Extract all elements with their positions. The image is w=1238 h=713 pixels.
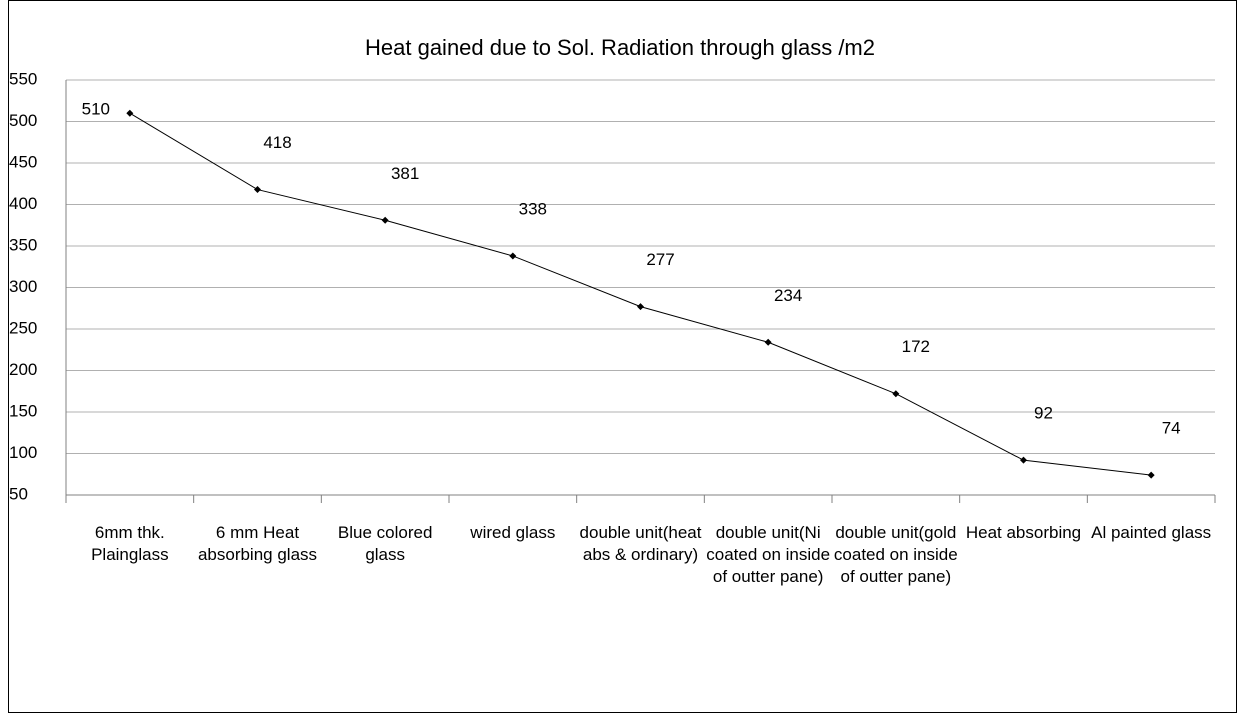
- y-tick-label: 400: [9, 194, 37, 213]
- data-label: 74: [1162, 419, 1181, 438]
- y-tick-label: 550: [9, 69, 37, 88]
- y-tick-label: 200: [9, 360, 37, 379]
- x-tick-label: wired glass: [470, 523, 556, 542]
- data-label: 510: [82, 100, 110, 119]
- data-label: 234: [774, 286, 802, 305]
- marker: [1020, 456, 1027, 464]
- y-tick-label: 100: [9, 443, 37, 462]
- marker: [381, 216, 389, 224]
- x-tick-label: Blue colored glass: [337, 523, 433, 564]
- chart-title: Heat gained due to Sol. Radiation throug…: [365, 35, 875, 60]
- marker: [254, 186, 261, 194]
- data-label: 277: [646, 250, 674, 269]
- x-tick-label: 6 mm Heat absorbing glass: [197, 523, 318, 564]
- y-tick-label: 50: [9, 484, 28, 503]
- y-tick-label: 300: [9, 277, 37, 296]
- y-tick-label: 500: [9, 111, 37, 130]
- data-label: 381: [391, 164, 419, 183]
- y-tick-label: 450: [9, 152, 37, 171]
- data-label: 338: [519, 199, 547, 218]
- x-tick-label: double unit(Ni coated on inside of outte…: [706, 523, 831, 586]
- marker: [892, 390, 900, 398]
- marker: [509, 252, 517, 260]
- x-tick-label: 6mm thk. Plainglass: [91, 523, 169, 564]
- x-tick-label: Heat absorbing: [965, 523, 1082, 542]
- data-label: 172: [902, 337, 930, 356]
- x-tick-label: double unit(gold coated on inside of out…: [833, 523, 958, 586]
- marker: [126, 109, 134, 117]
- y-tick-label: 150: [9, 401, 37, 420]
- x-tick-label: Al painted glass: [1091, 523, 1212, 542]
- y-tick-label: 350: [9, 235, 37, 254]
- x-tick-label: double unit(heat abs & ordinary): [579, 523, 702, 564]
- chart-frame: [8, 0, 1237, 713]
- marker: [764, 338, 772, 346]
- data-label: 92: [1034, 404, 1053, 423]
- data-label: 418: [263, 133, 291, 152]
- marker: [637, 303, 644, 311]
- marker: [1147, 471, 1155, 479]
- y-tick-label: 250: [9, 318, 37, 337]
